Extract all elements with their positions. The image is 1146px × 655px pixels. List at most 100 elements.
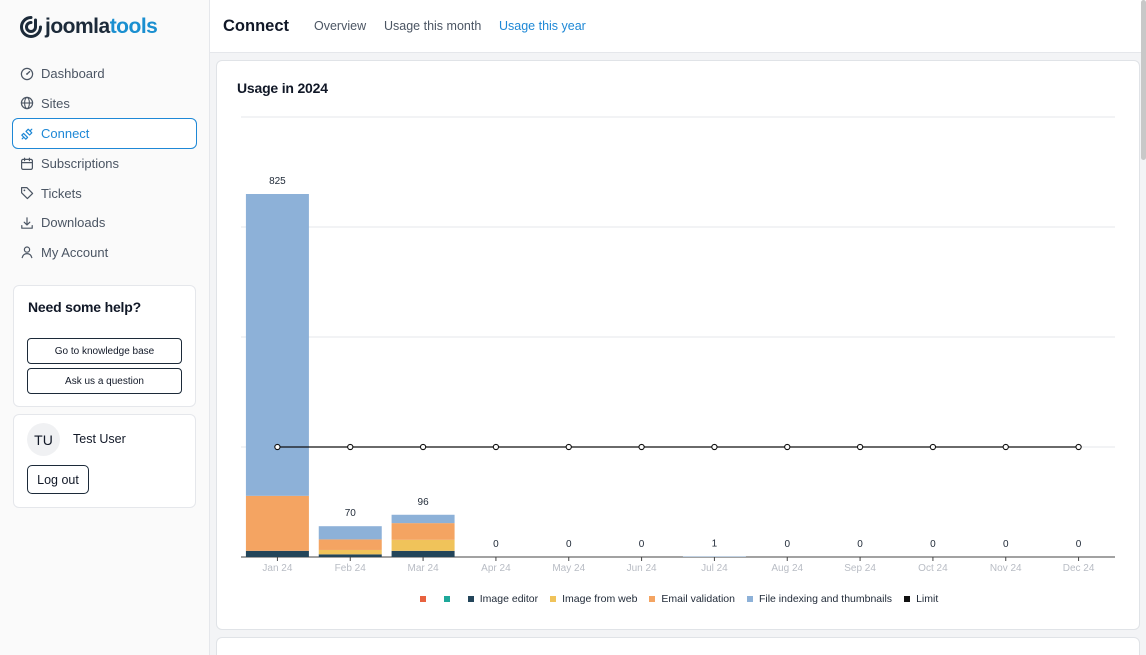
sidebar-item-connect[interactable]: Connect	[12, 118, 197, 149]
legend-swatch	[904, 596, 911, 602]
legend-item[interactable]: Email validation	[649, 593, 735, 605]
legend-item[interactable]	[443, 596, 456, 602]
help-box: Need some help? Go to knowledge base Ask…	[13, 285, 196, 407]
limit-point[interactable]	[419, 443, 427, 451]
user-name: Test User	[73, 432, 126, 446]
limit-point[interactable]	[565, 443, 572, 451]
data-label: 0	[493, 539, 499, 550]
calendar-icon	[20, 157, 34, 171]
legend-item[interactable]	[419, 596, 432, 602]
x-tick-label: May 24	[552, 563, 585, 574]
data-label: 70	[345, 508, 357, 519]
plug-icon	[20, 127, 34, 141]
data-label: 825	[269, 176, 286, 187]
avatar: TU	[27, 423, 60, 456]
globe-icon	[20, 96, 34, 110]
secondary-card	[216, 637, 1140, 655]
data-label: 0	[566, 539, 572, 550]
legend-swatch	[746, 596, 753, 602]
limit-point[interactable]	[274, 443, 281, 451]
x-tick-label: Jan 24	[262, 563, 292, 574]
logo-text: joomlatools	[45, 15, 158, 38]
data-label: 0	[1003, 539, 1009, 550]
download-icon	[20, 216, 34, 230]
user-icon	[20, 245, 34, 259]
joomlatools-logo[interactable]: joomlatools	[19, 14, 158, 40]
limit-point[interactable]	[492, 443, 500, 451]
bar-segment[interactable]	[391, 550, 455, 557]
sidebar-item-tickets[interactable]: Tickets	[12, 179, 197, 209]
limit-point[interactable]	[1075, 443, 1082, 451]
help-title: Need some help?	[28, 299, 141, 315]
limit-point[interactable]	[929, 443, 937, 451]
sidebar-item-label: Tickets	[41, 185, 82, 201]
bar-segment[interactable]	[391, 523, 455, 540]
data-label: 0	[930, 539, 936, 550]
bar-segment[interactable]	[391, 514, 455, 524]
limit-point[interactable]	[784, 443, 791, 451]
limit-point[interactable]	[638, 443, 645, 451]
sidebar-item-sites[interactable]: Sites	[12, 89, 197, 119]
legend-item[interactable]: File indexing and thumbnails	[746, 593, 893, 605]
tab-usage-this-month[interactable]: Usage this month	[384, 19, 482, 33]
dashboard-icon	[20, 67, 34, 81]
x-tick-label: Mar 24	[408, 563, 440, 574]
data-label: 1	[712, 539, 718, 550]
sidebar-item-label: Dashboard	[41, 66, 105, 82]
legend-label: File indexing and thumbnails	[758, 593, 893, 605]
bar-segment[interactable]	[318, 539, 382, 550]
chart-legend: Image editor Image from web Email validati…	[217, 593, 1141, 605]
bar-segment[interactable]	[245, 550, 309, 557]
sidebar-item-label: My Account	[41, 244, 109, 260]
legend-item[interactable]: Image editor	[467, 593, 539, 605]
data-label: 0	[857, 539, 863, 550]
legend-label: Image editor	[479, 593, 539, 605]
tab-overview[interactable]: Overview	[314, 19, 367, 33]
legend-item[interactable]: Image from web	[550, 593, 637, 605]
sidebar-nav: Dashboard Sites Connect Subscriptions Ti…	[12, 59, 197, 267]
bar-segment[interactable]	[391, 539, 455, 551]
x-tick-label: Dec 24	[1063, 563, 1095, 574]
x-tick-label: Apr 24	[481, 563, 511, 574]
page-title: Connect	[223, 17, 289, 35]
data-label: 0	[1076, 539, 1082, 550]
bar-segment[interactable]	[245, 194, 309, 496]
ask-question-button[interactable]: Ask us a question	[27, 368, 182, 394]
bar-segment[interactable]	[318, 526, 382, 540]
x-tick-label: Jul 24	[701, 563, 728, 574]
bar-segment[interactable]	[245, 495, 309, 551]
usage-chart: Jan 24 825 Feb 24 70 Mar 24 96 Apr 24 0 May 24 0 J…	[241, 116, 1115, 574]
legend-label: Email validation	[661, 593, 735, 605]
bar-segment[interactable]	[318, 549, 382, 555]
logout-button[interactable]: Log out	[27, 465, 89, 494]
x-tick-label: Nov 24	[990, 563, 1022, 574]
usage-card: Usage in 2024 Jan 24 825 Feb 24 70 Mar 24 96 A…	[216, 60, 1140, 630]
tab-usage-this-year[interactable]: Usage this year	[499, 19, 586, 33]
limit-point[interactable]	[347, 443, 354, 451]
legend-item[interactable]: Limit	[904, 593, 938, 605]
sidebar-item-label: Connect	[41, 126, 90, 141]
legend-swatch	[467, 596, 474, 602]
data-label: 0	[784, 539, 790, 550]
x-tick-label: Aug 24	[771, 563, 803, 574]
limit-point[interactable]	[1002, 443, 1009, 451]
legend-swatch	[550, 596, 557, 602]
limit-point[interactable]	[711, 443, 718, 451]
sidebar-item-downloads[interactable]: Downloads	[12, 208, 197, 238]
sidebar-item-dashboard[interactable]: Dashboard	[12, 59, 197, 89]
page-scrollbar[interactable]	[1141, 0, 1146, 160]
x-tick-label: Sep 24	[844, 563, 876, 574]
sidebar-item-label: Downloads	[41, 215, 106, 231]
data-label: 96	[418, 497, 430, 508]
sidebar-item-subscriptions[interactable]: Subscriptions	[12, 149, 197, 179]
user-box: TU Test User Log out	[13, 414, 196, 508]
knowledge-base-button[interactable]: Go to knowledge base	[27, 338, 182, 364]
legend-swatch	[443, 596, 450, 602]
limit-point[interactable]	[856, 443, 864, 451]
sidebar-item-my-account[interactable]: My Account	[12, 238, 197, 268]
legend-label: Image from web	[562, 593, 638, 605]
joomlatools-logo-icon	[20, 16, 42, 38]
tag-icon	[20, 186, 34, 200]
bar-segment[interactable]	[318, 554, 382, 557]
x-tick-label: Oct 24	[918, 563, 948, 574]
